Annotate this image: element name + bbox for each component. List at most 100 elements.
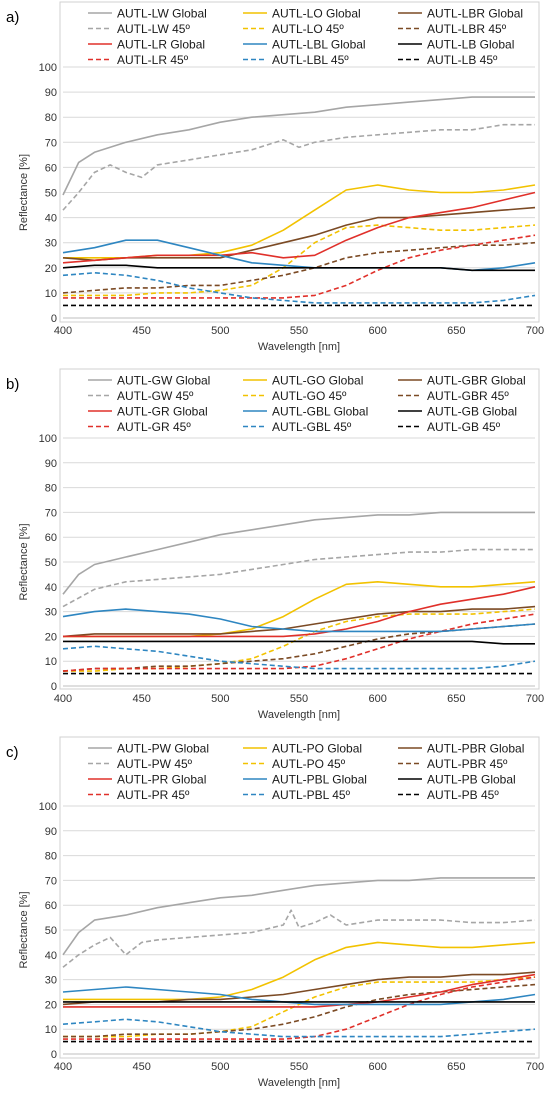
legend-label: AUTL-PB Global <box>427 773 516 787</box>
series-line-autl-gb-global <box>63 640 535 645</box>
legend-label: AUTL-LW Global <box>117 7 207 21</box>
series-lines <box>62 511 536 675</box>
series-line-autl-lbr-global <box>62 206 536 262</box>
legend-label: AUTL-LO Global <box>272 7 361 21</box>
legend-label: AUTL-LB 45º <box>427 53 498 67</box>
legend-item: AUTL-LBR Global <box>398 7 523 21</box>
chart-panel-2: b) 0 10 20 30 40 50 60 70 80 90 100 400 450 500 550 600 6… <box>6 368 544 721</box>
y-tick-label: 0 <box>51 313 57 325</box>
legend-item: AUTL-GW Global <box>88 374 210 388</box>
chart-frame <box>59 368 540 690</box>
series-line-autl-lo-45 <box>63 224 536 297</box>
legend-item: AUTL-PBR 45º <box>398 757 508 771</box>
x-tick-label: 600 <box>368 1061 386 1073</box>
y-tick-label: 40 <box>45 582 57 594</box>
legend-label: AUTL-PBL Global <box>272 773 367 787</box>
legend-item: AUTL-PBL Global <box>243 773 367 787</box>
y-tick-label: 60 <box>45 162 57 174</box>
series-line-autl-lw-global <box>62 96 535 196</box>
legend-item: AUTL-PW 45º <box>88 757 193 771</box>
legend-item: AUTL-GBL Global <box>243 405 368 419</box>
legend-item: AUTL-PW Global <box>88 742 209 756</box>
y-tick-label: 30 <box>45 975 57 987</box>
series-lines <box>62 877 536 1043</box>
series-line-autl-gbl-global <box>62 608 536 633</box>
legend-item: AUTL-GBR 45º <box>398 389 509 403</box>
legend-label: AUTL-LR Global <box>117 38 205 52</box>
legend-item: AUTL-PB Global <box>398 773 516 787</box>
y-tick-label: 70 <box>45 507 57 519</box>
series-line-autl-gw-45 <box>62 548 535 608</box>
chart-panel-3: c) 0 10 20 30 40 50 60 70 80 90 100 400 450 500 550 600 6… <box>6 736 544 1089</box>
legend-label: AUTL-LW 45º <box>117 22 190 36</box>
legend-label: AUTL-GBR Global <box>427 374 526 388</box>
series-line-autl-gr-45 <box>62 613 536 672</box>
x-tick-label: 600 <box>368 325 386 337</box>
legend-label: AUTL-GR Global <box>117 405 208 419</box>
legend-label: AUTL-LR 45º <box>117 53 189 67</box>
legend-label: AUTL-PBR Global <box>427 742 524 756</box>
x-tick-label: 600 <box>368 693 386 705</box>
x-tick-label: 650 <box>447 1061 465 1073</box>
x-tick-label: 700 <box>526 1061 544 1073</box>
legend: AUTL-LW Global AUTL-LO Global AUTL-LBR Glo… <box>88 7 523 67</box>
legend-label: AUTL-LBL Global <box>272 38 366 52</box>
legend-item: AUTL-LB Global <box>398 38 514 52</box>
y-tick-label: 10 <box>45 1024 57 1036</box>
legend-item: AUTL-PO 45º <box>243 757 346 771</box>
series-line-autl-po-global <box>63 941 536 1001</box>
x-tick-label: 650 <box>447 325 465 337</box>
legend-item: AUTL-PBR Global <box>398 742 524 756</box>
y-tick-label: 20 <box>45 999 57 1011</box>
legend-label: AUTL-GW 45º <box>117 389 194 403</box>
legend-item: AUTL-LW Global <box>88 7 207 21</box>
panel-label: b) <box>6 376 19 393</box>
chart-frame <box>59 736 540 1059</box>
y-tick-label: 0 <box>51 681 57 693</box>
legend-item: AUTL-LO 45º <box>243 22 344 36</box>
y-tick-label: 20 <box>45 631 57 643</box>
series-line-autl-lr-45 <box>63 234 536 299</box>
y-tick-label: 80 <box>45 851 57 863</box>
legend-label: AUTL-LBR 45º <box>427 22 507 36</box>
legend-label: AUTL-GO 45º <box>272 389 347 403</box>
legend-item: AUTL-LBL 45º <box>243 53 349 67</box>
y-tick-label: 80 <box>45 112 57 124</box>
x-tick-label: 400 <box>54 1061 72 1073</box>
x-tick-label: 500 <box>211 1061 229 1073</box>
y-tick-label: 70 <box>45 875 57 887</box>
legend-label: AUTL-PB 45º <box>427 788 499 802</box>
y-tick-label: 100 <box>39 801 57 813</box>
series-line-autl-gbr-global <box>62 605 536 638</box>
legend-label: AUTL-GO Global <box>272 374 363 388</box>
x-tick-label: 550 <box>290 693 308 705</box>
series-line-autl-pw-global <box>62 877 535 956</box>
legend-label: AUTL-GBR 45º <box>427 389 509 403</box>
legend-item: AUTL-GBL 45º <box>243 420 352 434</box>
x-axis-title: Wavelength [nm] <box>258 709 340 721</box>
y-tick-label: 60 <box>45 532 57 544</box>
y-tick-label: 50 <box>45 188 57 200</box>
x-axis-title: Wavelength [nm] <box>258 1077 340 1089</box>
series-line-autl-lbl-45 <box>62 271 536 304</box>
y-axis-title: Reflectance [%] <box>18 154 30 231</box>
y-tick-label: 100 <box>39 433 57 445</box>
y-tick-label: 90 <box>45 87 57 99</box>
y-tick-label: 90 <box>45 826 57 838</box>
legend-item: AUTL-GR 45º <box>88 420 191 434</box>
legend-label: AUTL-PR Global <box>117 773 206 787</box>
y-tick-label: 100 <box>39 62 57 74</box>
series-lines <box>62 96 536 307</box>
x-tick-label: 700 <box>526 325 544 337</box>
series-line-autl-go-45 <box>63 608 536 672</box>
panel-label: a) <box>6 9 19 26</box>
x-tick-label: 550 <box>290 325 308 337</box>
y-tick-label: 80 <box>45 483 57 495</box>
series-line-autl-lr-global <box>62 191 536 264</box>
series-line-autl-po-45 <box>63 976 536 1038</box>
x-tick-label: 450 <box>132 693 150 705</box>
legend-label: AUTL-LO 45º <box>272 22 344 36</box>
chart-panel-1: a) 0 10 20 30 40 50 60 70 80 90 100 400 450 500 550 600 6… <box>6 1 544 353</box>
legend-item: AUTL-PO Global <box>243 742 362 756</box>
